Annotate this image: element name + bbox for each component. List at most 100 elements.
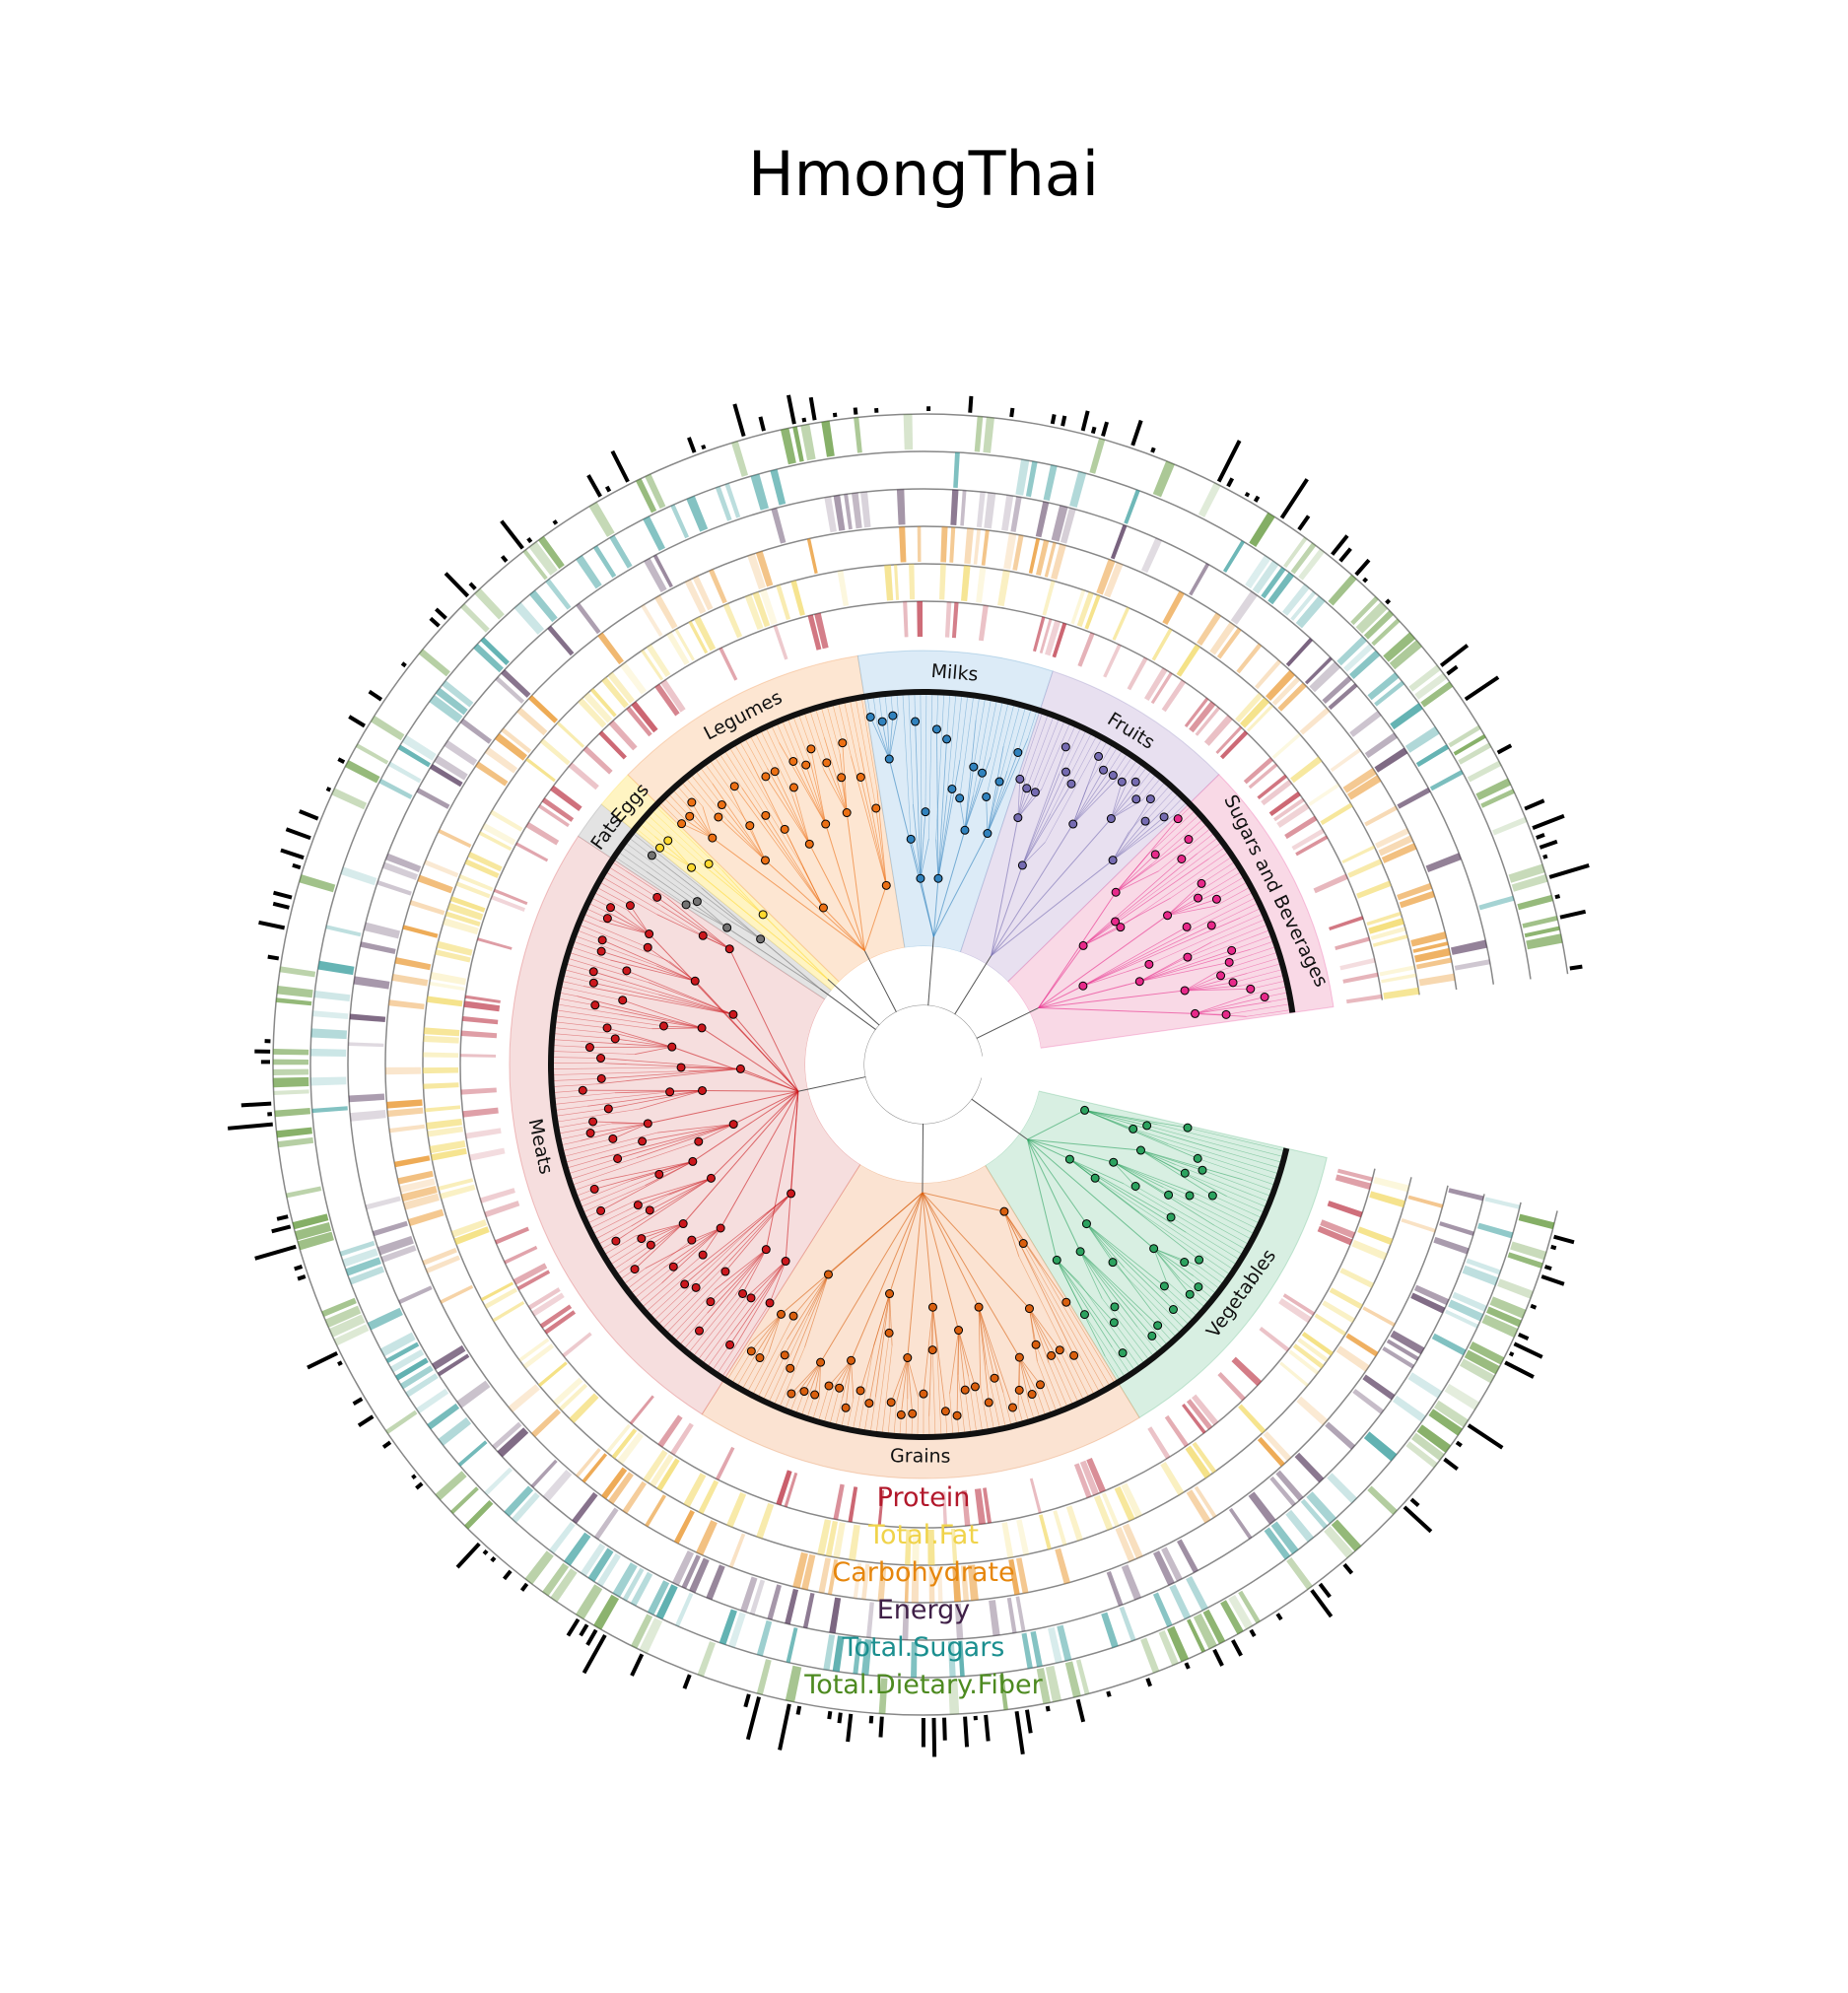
outer-bar: [307, 1350, 339, 1370]
nutrient-strip: [1401, 1218, 1436, 1233]
branch: [922, 1192, 960, 1331]
tree-node: [630, 1265, 640, 1274]
tree-node: [1055, 1345, 1064, 1355]
nutrient-strip: [481, 823, 516, 846]
nutrient-strip: [1464, 1349, 1500, 1375]
nutrient-strip: [1330, 748, 1361, 773]
nutrient-strip: [865, 1602, 874, 1638]
nutrient-strip: [954, 1603, 964, 1640]
nutrient-strip: [1259, 1326, 1290, 1352]
branch: [804, 1273, 829, 1348]
nutrient-strip: [833, 1522, 846, 1558]
nutrient-strip: [1248, 1491, 1276, 1525]
branch: [722, 1302, 771, 1377]
tree-node: [1090, 1173, 1100, 1183]
branch: [1211, 903, 1258, 927]
tree-node: [1246, 984, 1256, 994]
nutrient-strip: [657, 1414, 683, 1448]
outer-bar: [435, 607, 447, 620]
nutrient-strip: [1356, 880, 1392, 899]
branch: [751, 1314, 782, 1352]
tree-node: [714, 812, 723, 822]
nutrient-strip: [1308, 783, 1340, 806]
branch: [747, 1352, 770, 1392]
outer-bar: [868, 1715, 874, 1724]
tree-node: [799, 1387, 809, 1397]
nutrient-strip: [1051, 543, 1066, 581]
nutrient-strip: [852, 492, 862, 529]
nutrient-strip: [652, 554, 673, 588]
nutrient-strip: [429, 694, 463, 723]
nutrient-strip: [495, 676, 525, 704]
branch: [928, 694, 933, 840]
branch: [1132, 1129, 1278, 1174]
nutrient-strip: [587, 1547, 614, 1582]
outer-bar: [519, 1582, 529, 1592]
outer-bar: [846, 1713, 854, 1743]
tree-node: [1185, 1191, 1195, 1201]
nutrient-strip: [442, 680, 474, 708]
nutrient-strip: [1104, 562, 1124, 598]
branch: [769, 1261, 787, 1304]
branch: [701, 862, 764, 916]
branch: [614, 1244, 651, 1270]
nutrient-strip: [426, 996, 463, 1007]
branch: [1200, 861, 1235, 884]
nutrient-strip: [821, 420, 835, 457]
nutrient-strip: [475, 761, 509, 787]
branch: [615, 1038, 672, 1048]
branch: [654, 836, 692, 868]
branch: [1168, 1195, 1252, 1239]
branch: [1101, 1298, 1149, 1360]
outer-bar: [429, 616, 441, 628]
tree-node: [788, 756, 798, 766]
branch: [624, 1268, 646, 1284]
tree-node: [738, 1288, 748, 1298]
tree-node: [787, 1389, 796, 1399]
nutrient-strip: [400, 1365, 434, 1390]
tree-node: [1116, 923, 1126, 932]
nutrient-strip: [1294, 1452, 1325, 1483]
nutrient-strip: [1161, 1546, 1183, 1582]
nutrient-strip: [660, 679, 686, 713]
nutrient-strip: [1469, 1341, 1505, 1365]
nutrient-strip: [731, 441, 749, 477]
nutrient-strip: [1320, 1219, 1356, 1239]
outer-bar: [610, 449, 630, 483]
nutrient-strip: [542, 1469, 573, 1502]
nutrient-strip: [724, 483, 741, 518]
nutrient-strip: [641, 649, 664, 681]
tree-node: [1061, 767, 1071, 777]
tree-node: [1177, 854, 1187, 863]
nutrient-strip: [1257, 774, 1287, 800]
nutrient-strip: [416, 788, 450, 809]
branch: [650, 1283, 685, 1316]
branch: [809, 711, 828, 763]
nutrient-strip: [681, 1554, 701, 1589]
nutrient-strip: [397, 1170, 434, 1185]
nutrient-strip: [272, 1059, 309, 1065]
branch: [661, 1227, 721, 1284]
branch: [1084, 1110, 1189, 1129]
branch: [645, 1227, 721, 1270]
nutrient-strip: [1093, 1494, 1114, 1531]
branch: [718, 1347, 735, 1373]
branch: [887, 1402, 892, 1434]
tree-node: [611, 1236, 621, 1246]
branch: [729, 748, 803, 867]
nutrient-strip: [345, 1257, 381, 1276]
nutrient-strip: [1084, 594, 1101, 630]
branch: [1038, 1007, 1196, 1014]
nutrient-strip: [333, 1324, 370, 1346]
branch: [1022, 773, 1061, 866]
branch: [560, 992, 578, 996]
outer-bar: [1080, 410, 1090, 432]
nutrient-strip: [435, 687, 468, 716]
branch: [682, 1090, 799, 1224]
branch: [1113, 1161, 1199, 1196]
nutrient-strip: [744, 594, 764, 631]
tree-node: [842, 808, 852, 818]
branch: [698, 1297, 746, 1360]
branch: [556, 1015, 652, 1029]
branch: [774, 771, 810, 845]
